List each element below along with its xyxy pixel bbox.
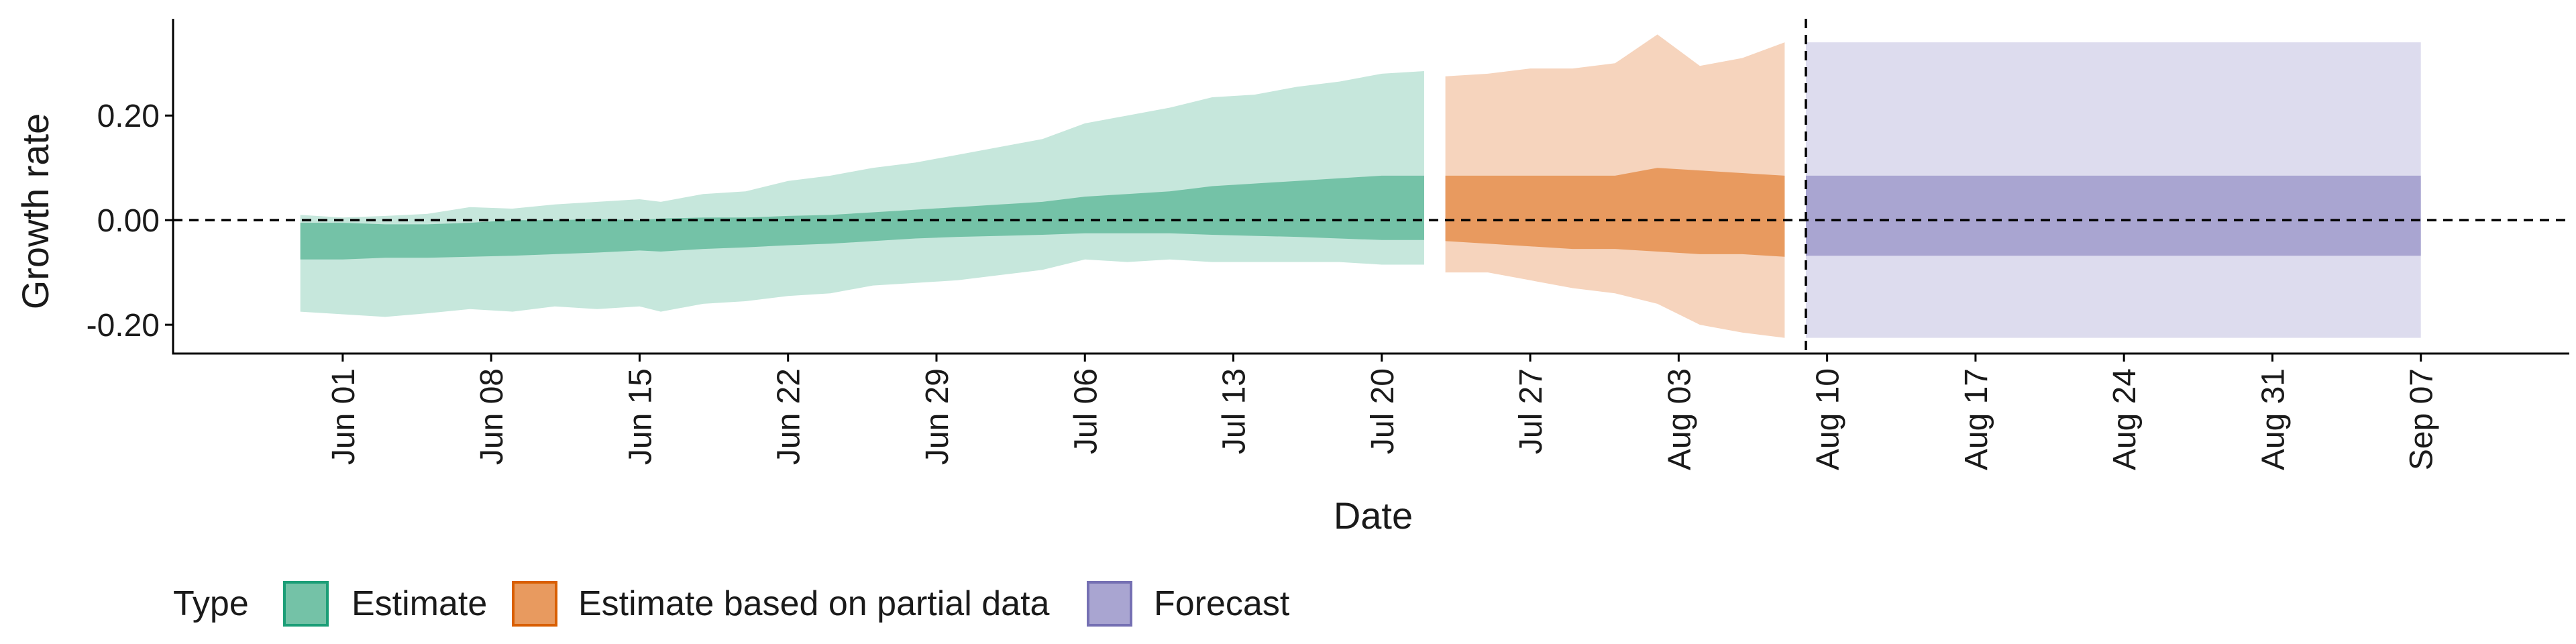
- x-tick-label: Jun 22: [771, 368, 807, 465]
- x-tick-label: Aug 31: [2256, 368, 2292, 470]
- x-tick-label: Aug 03: [1662, 368, 1697, 470]
- legend-title: Type: [173, 584, 249, 623]
- y-tick-label: 0.20: [97, 99, 160, 134]
- legend-key-forecast: [1087, 581, 1132, 627]
- legend-label-estimate-based-on-partial-data: Estimate based on partial data: [578, 584, 1050, 623]
- reference-lines: [173, 19, 2569, 354]
- x-tick-label: Aug 24: [2107, 368, 2143, 470]
- x-tick-label: Jun 29: [920, 368, 955, 465]
- estimate-based-on-partial-data-inner-band: [1445, 168, 1785, 257]
- x-tick-label: Jun 15: [623, 368, 658, 465]
- x-tick-label: Aug 10: [1811, 368, 1846, 470]
- x-tick-label: Jun 08: [474, 368, 510, 465]
- legend-key-estimate: [283, 581, 329, 627]
- x-tick-label: Sep 07: [2404, 368, 2440, 470]
- x-tick-label: Aug 17: [1959, 368, 1994, 470]
- uncertainty-bands: [300, 34, 2421, 338]
- legend: Type Estimate Estimate based on partial d…: [173, 581, 1290, 627]
- axes: [172, 19, 2569, 355]
- forecast-inner-band: [1806, 175, 2421, 256]
- x-tick-label: Jul 20: [1365, 368, 1401, 454]
- estimate-outer-band: [300, 71, 1425, 317]
- legend-label-estimate: Estimate: [352, 584, 487, 623]
- legend-label-forecast: Forecast: [1154, 584, 1290, 623]
- x-tick-label: Jul 27: [1513, 368, 1549, 454]
- x-tick-label: Jun 01: [326, 368, 362, 465]
- y-axis-title: Growth rate: [14, 113, 56, 310]
- axis-ticks: -0.20 0.00 0.20 Jun 01 Jun 08 Jun 15 Jun 22 Jun…: [87, 99, 2440, 470]
- x-axis-title: Date: [1334, 494, 1413, 537]
- legend-key-estimate-based-on-partial-data: [512, 581, 557, 627]
- y-tick-label: 0.00: [97, 203, 160, 239]
- estimate-inner-band: [300, 175, 1425, 260]
- y-tick-label: -0.20: [87, 308, 160, 343]
- x-tick-label: Jul 13: [1217, 368, 1252, 454]
- x-tick-label: Jul 06: [1068, 368, 1104, 454]
